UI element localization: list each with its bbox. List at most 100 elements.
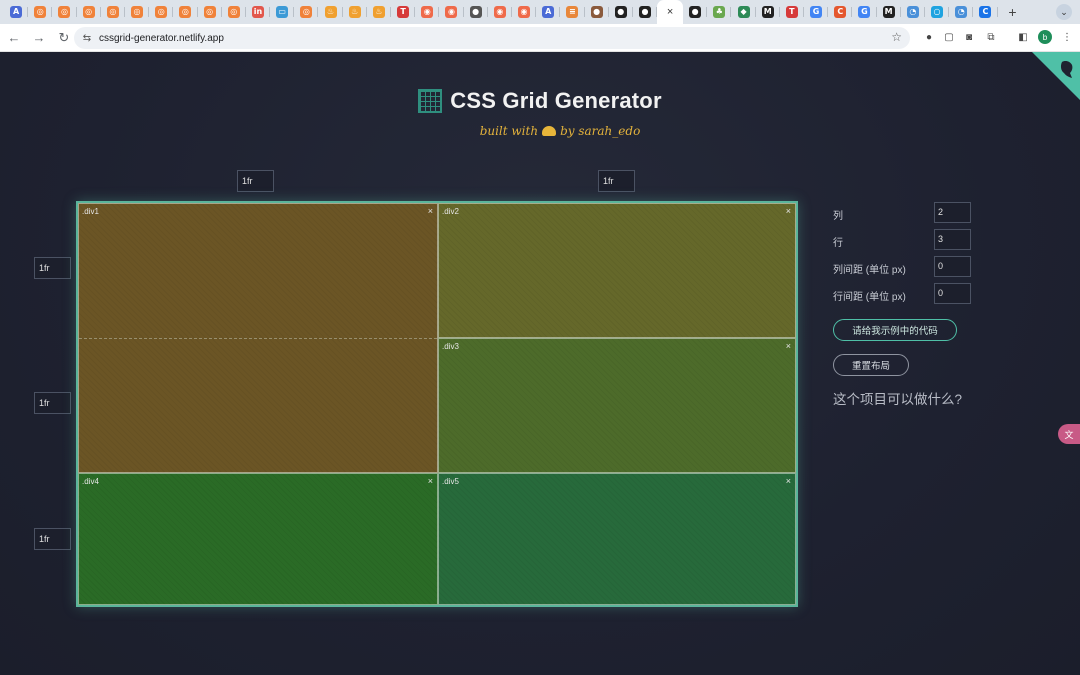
tab[interactable]: ♨: [318, 0, 343, 24]
tab[interactable]: ◎: [77, 0, 101, 24]
tab[interactable]: ♨: [343, 0, 368, 24]
fire-icon: ♨: [372, 6, 385, 18]
tab[interactable]: ○: [925, 0, 950, 24]
tab[interactable]: ♣: [707, 0, 732, 24]
address-bar[interactable]: ⇆ cssgrid-generator.netlify.app ☆: [74, 27, 910, 49]
column-gap-input[interactable]: 0: [934, 256, 971, 277]
c-blue-icon: C: [979, 6, 992, 18]
tab[interactable]: M: [877, 0, 901, 24]
columns-input[interactable]: 2: [934, 202, 971, 223]
show-code-button[interactable]: 请给我示例中的代码: [833, 319, 957, 341]
tab[interactable]: ◎: [149, 0, 174, 24]
tab[interactable]: ●: [633, 0, 658, 24]
browser-toolbar: ← → ↻ ⇆ cssgrid-generator.netlify.app ☆ …: [0, 24, 1080, 52]
tab[interactable]: ●: [683, 0, 708, 24]
orange-site-icon: ◎: [106, 6, 119, 18]
tab[interactable]: ◎: [222, 0, 247, 24]
tab[interactable]: ◎: [173, 0, 198, 24]
grid-container[interactable]: .div1 × .div2 × .div3 × .div4 × .div5 ×: [76, 201, 798, 607]
orange-site-icon: ◎: [155, 6, 168, 18]
site-settings-icon[interactable]: ⇆: [82, 32, 92, 44]
tab[interactable]: T: [391, 0, 416, 24]
close-icon[interactable]: ×: [785, 206, 791, 216]
reset-layout-button[interactable]: 重置布局: [833, 354, 909, 376]
reload-button[interactable]: ↻: [58, 29, 70, 45]
extensions-puzzle-icon[interactable]: ⧉: [987, 31, 995, 43]
extension-icon[interactable]: ●: [925, 31, 933, 43]
tab[interactable]: C: [973, 0, 998, 24]
controls-panel: 列 2 行 3 列间距 (单位 px) 0 行间距 (单位 px) 0 请给我示…: [833, 202, 1053, 407]
translate-icon: A: [10, 6, 23, 18]
close-icon[interactable]: ×: [427, 476, 433, 486]
tab[interactable]: G: [852, 0, 877, 24]
tab[interactable]: ◔: [901, 0, 926, 24]
close-icon[interactable]: ×: [666, 6, 674, 18]
row-size-input-2[interactable]: 1fr: [34, 392, 71, 414]
tab-active[interactable]: ×: [657, 0, 684, 24]
byline-author[interactable]: by sarah_edo: [560, 124, 641, 138]
tab[interactable]: ◎: [294, 0, 319, 24]
title-row: CSS Grid Generator: [418, 88, 662, 114]
grid-item-div1[interactable]: .div1 ×: [78, 203, 438, 473]
translate-extension-icon[interactable]: 文: [1058, 424, 1080, 444]
tab[interactable]: ◎: [28, 0, 53, 24]
extension-icon[interactable]: ▢: [944, 31, 954, 43]
tab-strip: A ◎ ◎ ◎ ◎ ◎ ◎ ◎ ◎ ◎ in ▭ ◎ ♨ ♨ ♨ T ◉ ◉ ● ◉ ◉ A ≡ ● ● ● × ● ♣ ◆ M T G C G M ◔ ○…: [0, 0, 1080, 24]
tab[interactable]: ♨: [367, 0, 392, 24]
tab[interactable]: ◎: [198, 0, 222, 24]
tab[interactable]: ≡: [560, 0, 585, 24]
tab[interactable]: ▭: [270, 0, 295, 24]
grid-item-label: .div2: [442, 207, 459, 216]
row-gap-input[interactable]: 0: [934, 283, 971, 304]
tab[interactable]: ◎: [125, 0, 150, 24]
close-icon[interactable]: ×: [427, 206, 433, 216]
forward-button[interactable]: →: [32, 30, 46, 45]
new-tab-button[interactable]: +: [1008, 4, 1017, 20]
tab[interactable]: ●: [609, 0, 634, 24]
tab[interactable]: ◎: [52, 0, 77, 24]
what-can-it-do-link[interactable]: 这个项目可以做什么?: [833, 392, 963, 407]
tab[interactable]: M: [756, 0, 781, 24]
close-icon[interactable]: ×: [785, 341, 791, 351]
github-corner-icon[interactable]: [1032, 52, 1080, 100]
tab-search-button[interactable]: ⌄: [1056, 4, 1072, 20]
row-size-input-1[interactable]: 1fr: [34, 257, 71, 279]
grid-item-label: .div5: [442, 477, 459, 486]
tab[interactable]: ◉: [439, 0, 464, 24]
tab[interactable]: ●: [585, 0, 609, 24]
tab[interactable]: ◉: [415, 0, 440, 24]
tab[interactable]: ◎: [101, 0, 126, 24]
tab[interactable]: G: [804, 0, 829, 24]
extension-icon[interactable]: ◙: [965, 31, 973, 43]
column-size-input-1[interactable]: 1fr: [237, 170, 274, 192]
grid-item-div4[interactable]: .div4 ×: [78, 473, 438, 605]
rows-input[interactable]: 3: [934, 229, 971, 250]
page: CSS Grid Generator built with by sarah_e…: [0, 52, 1080, 675]
grid-item-div5[interactable]: .div5 ×: [438, 473, 796, 605]
bookmark-star-icon[interactable]: ☆: [891, 30, 902, 44]
profile-avatar[interactable]: b: [1038, 30, 1052, 44]
grid-item-div3[interactable]: .div3 ×: [438, 338, 796, 473]
tab[interactable]: A: [4, 0, 29, 24]
tab[interactable]: ●: [464, 0, 488, 24]
browser-menu-icon[interactable]: ⋮: [1062, 31, 1072, 43]
red-site-icon: in: [251, 6, 264, 18]
column-gap-label: 列间距 (单位 px): [833, 265, 906, 276]
grid-item-div2[interactable]: .div2 ×: [438, 203, 796, 338]
column-size-input-2[interactable]: 1fr: [598, 170, 635, 192]
tab[interactable]: ◉: [488, 0, 513, 24]
side-panel-icon[interactable]: ◧: [1018, 31, 1028, 43]
tab[interactable]: T: [780, 0, 805, 24]
tab[interactable]: in: [246, 0, 271, 24]
github-icon: ●: [689, 6, 702, 18]
page-header: CSS Grid Generator built with by sarah_e…: [0, 88, 1080, 140]
close-icon[interactable]: ×: [785, 476, 791, 486]
back-button[interactable]: ←: [7, 30, 21, 45]
tab[interactable]: ◔: [949, 0, 974, 24]
tab[interactable]: A: [536, 0, 561, 24]
red-site-icon: ◉: [445, 6, 458, 18]
row-size-input-3[interactable]: 1fr: [34, 528, 71, 550]
tab[interactable]: ◉: [512, 0, 537, 24]
tab[interactable]: ◆: [731, 0, 756, 24]
tab[interactable]: C: [828, 0, 853, 24]
